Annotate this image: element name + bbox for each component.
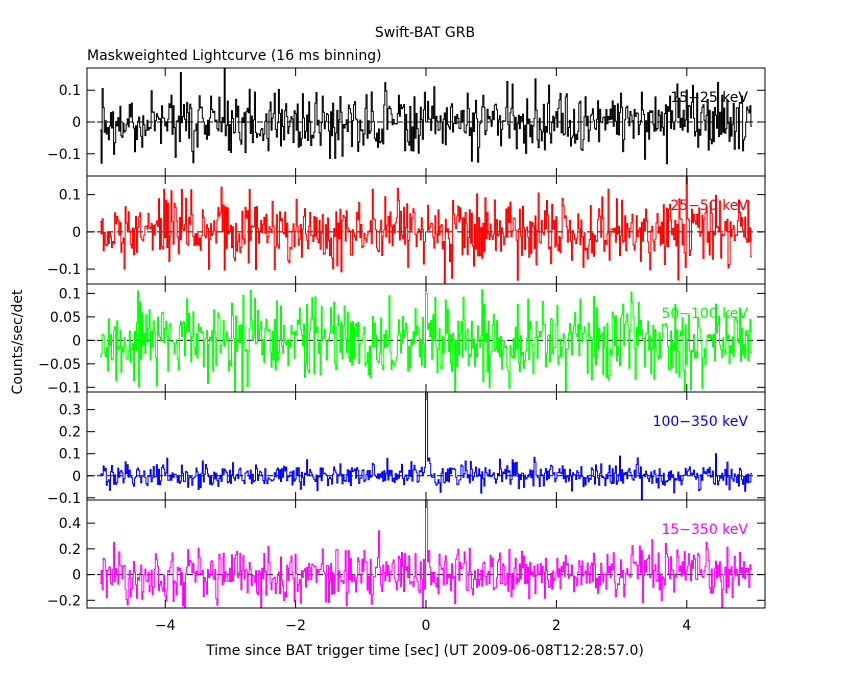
- band-label: 15−25 keV: [670, 90, 748, 106]
- y-tick-label: 0.4: [59, 516, 81, 532]
- y-tick-label: 0: [72, 469, 81, 485]
- band-label: 50−100 keV: [661, 306, 748, 322]
- y-tick-label: −0.1: [47, 491, 81, 507]
- y-tick-label: −0.1: [47, 380, 81, 396]
- series-line-15-25-kev: [100, 68, 752, 165]
- series-line-15-350-kev: [100, 500, 752, 608]
- y-tick-label: −0.1: [47, 262, 81, 278]
- y-tick-label: 0: [72, 333, 81, 349]
- y-tick-label: −0.1: [47, 147, 81, 163]
- y-tick-label: 0.1: [59, 286, 81, 302]
- series-line-50-100-kev: [100, 289, 752, 392]
- band-label: 15−350 keV: [661, 522, 748, 538]
- y-tick-label: 0.2: [59, 542, 81, 558]
- panel-50-100-kev: −0.1 −0.05 0 0.05 0.1 50−100 keV: [38, 283, 766, 396]
- y-tick-label: −0.2: [47, 593, 81, 609]
- x-axis-label: Time since BAT trigger time [sec] (UT 20…: [205, 643, 644, 659]
- y-tick-label: 0.05: [50, 310, 81, 326]
- x-tick-label: −2: [285, 618, 306, 634]
- band-label: 100−350 keV: [653, 414, 749, 430]
- y-tick-label: 0.3: [59, 403, 81, 419]
- series-line-100-350-kev: [100, 392, 752, 500]
- x-tick-label: −4: [155, 618, 176, 634]
- panel-25-50-kev: −0.1 0 0.1 25−50 keV: [47, 175, 766, 285]
- panels-group: −0.100.1 15−25 keV−0.100.125−50 keV−0.1−0…: [38, 67, 766, 634]
- panel-100-350-kev: −0.1 0 0.1 0.2 0.3 100−350 keV: [47, 391, 766, 507]
- y-tick-label: 0.2: [59, 425, 81, 441]
- y-tick-label: 0: [72, 568, 81, 584]
- y-tick-label: 0: [72, 225, 81, 241]
- chart-subtitle: Maskweighted Lightcurve (16 ms binning): [87, 48, 382, 64]
- x-tick-label: 2: [552, 618, 561, 634]
- y-tick-label: 0: [72, 115, 81, 131]
- chart-title: Swift-BAT GRB: [375, 25, 475, 41]
- panel-15-350-kev: −0.2 0 0.2 0.4 15−350 keV: [47, 499, 766, 609]
- y-tick-label: −0.05: [38, 357, 81, 373]
- panel-15-25-kev: −0.1 0 0.1 15−25 keV: [47, 67, 766, 177]
- y-tick-label: 0.1: [59, 83, 81, 99]
- series-line-25-50-kev: [100, 176, 752, 284]
- x-tick-label: 0: [422, 618, 431, 634]
- x-tick-label: 4: [682, 618, 691, 634]
- y-tick-label: 0.1: [59, 447, 81, 463]
- y-tick-label: 0.1: [59, 188, 81, 204]
- band-label: 25−50 keV: [670, 198, 748, 214]
- y-axis-label: Counts/sec/det: [10, 289, 26, 394]
